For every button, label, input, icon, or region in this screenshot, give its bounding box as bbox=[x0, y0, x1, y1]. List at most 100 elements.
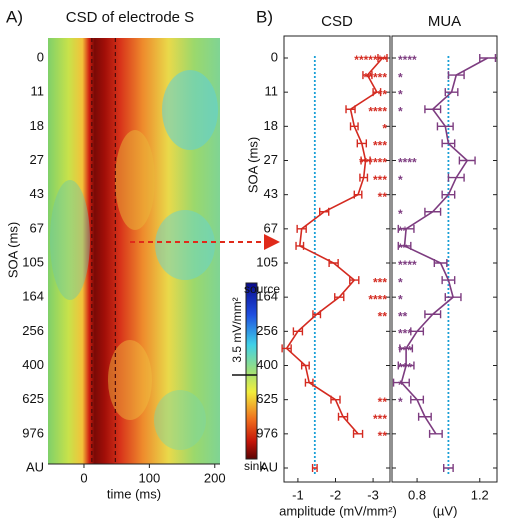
error-bar bbox=[424, 207, 442, 216]
colorbar-label: 3.5 mV/mm² bbox=[230, 297, 244, 362]
significance: **** bbox=[368, 104, 387, 118]
heatmap-image bbox=[48, 38, 220, 464]
significance: * bbox=[398, 173, 403, 187]
y-tick-label: 67 bbox=[264, 220, 278, 235]
colorbar-top: source bbox=[244, 282, 280, 296]
y-tick-label: 105 bbox=[22, 254, 44, 269]
significance: ** bbox=[378, 309, 388, 323]
error-bar bbox=[444, 293, 462, 302]
error-bar bbox=[443, 464, 454, 472]
colorbar-bottom: sink bbox=[244, 459, 266, 473]
x-axis-label: time (ms) bbox=[107, 486, 161, 501]
error-bar bbox=[399, 344, 414, 353]
error-bar bbox=[312, 310, 322, 319]
y-tick-label: 976 bbox=[256, 425, 278, 440]
y-tick-label: 256 bbox=[256, 323, 278, 338]
significance: * bbox=[398, 207, 403, 221]
error-bar bbox=[447, 71, 465, 80]
y-axis-label: SOA (ms) bbox=[245, 137, 260, 193]
mua-frame bbox=[391, 35, 498, 483]
error-bar bbox=[447, 173, 465, 182]
y-tick-label: 976 bbox=[22, 425, 44, 440]
x-tick-label: 1.2 bbox=[471, 487, 489, 502]
significance: ** bbox=[398, 224, 408, 238]
significance: ** bbox=[398, 309, 408, 323]
y-tick-label: 0 bbox=[271, 49, 278, 64]
significance: ******* bbox=[354, 53, 387, 67]
x-tick-label: -3 bbox=[367, 487, 379, 502]
chart-title: CSD of electrode S bbox=[66, 9, 194, 26]
significance: *** bbox=[373, 275, 387, 289]
significance: * bbox=[398, 275, 403, 289]
error-bar bbox=[328, 259, 339, 267]
significance: ****** bbox=[359, 156, 387, 170]
y-tick-label: 27 bbox=[264, 152, 278, 167]
panel-label: A) bbox=[6, 7, 23, 26]
significance: ** bbox=[398, 241, 408, 255]
error-bar bbox=[300, 361, 310, 370]
error-bar bbox=[296, 224, 307, 233]
error-bar bbox=[479, 54, 497, 62]
y-tick-label: 256 bbox=[22, 323, 44, 338]
error-bar bbox=[428, 429, 443, 438]
chart-title: MUA bbox=[428, 13, 461, 30]
y-tick-label: 400 bbox=[22, 357, 44, 372]
y-tick-label: 105 bbox=[256, 254, 278, 269]
y-tick-label: 11 bbox=[31, 84, 45, 99]
x-tick-label: 200 bbox=[204, 470, 226, 485]
error-bar bbox=[360, 156, 371, 165]
x-tick-label: 0 bbox=[80, 470, 87, 485]
significance: *** bbox=[373, 139, 387, 153]
significance: * bbox=[398, 378, 403, 392]
significance: * bbox=[398, 395, 403, 409]
significance: **** bbox=[398, 258, 417, 272]
error-bar bbox=[417, 412, 432, 421]
error-bar bbox=[319, 207, 330, 216]
error-bar bbox=[295, 241, 305, 250]
y-tick-label: 400 bbox=[256, 357, 278, 372]
y-tick-label: 43 bbox=[30, 186, 44, 201]
error-bar bbox=[397, 361, 415, 370]
error-bar bbox=[377, 54, 388, 62]
significance: * bbox=[382, 122, 387, 136]
error-bar bbox=[349, 122, 359, 131]
error-bar bbox=[311, 464, 318, 472]
error-bar bbox=[444, 88, 459, 97]
y-tick-label: 164 bbox=[256, 289, 278, 304]
x-axis-label: amplitude (mV/mm²) bbox=[279, 503, 397, 518]
error-bar bbox=[441, 139, 456, 148]
significance: *** bbox=[373, 412, 387, 426]
chart-title: CSD bbox=[321, 13, 353, 30]
y-tick-label: 625 bbox=[256, 391, 278, 406]
error-bar bbox=[345, 105, 356, 114]
error-bar bbox=[436, 122, 454, 131]
significance: * bbox=[398, 292, 403, 306]
y-tick-label: 67 bbox=[30, 220, 44, 235]
error-bar bbox=[372, 88, 382, 97]
significance: **** bbox=[398, 53, 417, 67]
error-bar bbox=[433, 259, 448, 267]
y-axis-label: SOA (ms) bbox=[5, 222, 20, 278]
error-bar bbox=[392, 378, 410, 387]
significance: * bbox=[398, 70, 403, 84]
error-bar bbox=[281, 344, 292, 353]
y-tick-label: 0 bbox=[37, 49, 44, 64]
csd-frame bbox=[283, 35, 391, 483]
series-line bbox=[400, 57, 488, 435]
y-tick-label: 625 bbox=[22, 391, 44, 406]
y-tick-label: 11 bbox=[265, 84, 279, 99]
y-tick-label: AU bbox=[26, 459, 44, 474]
y-tick-label: 164 bbox=[22, 289, 44, 304]
x-tick-label: -2 bbox=[330, 487, 342, 502]
error-bar bbox=[352, 429, 364, 438]
error-bar bbox=[410, 327, 425, 336]
significance: *** bbox=[373, 173, 387, 187]
significance: **** bbox=[398, 156, 417, 170]
x-tick-label: 0.8 bbox=[408, 487, 426, 502]
error-bar bbox=[349, 276, 360, 285]
colorbar bbox=[245, 282, 258, 460]
error-bar bbox=[441, 276, 456, 285]
error-bar bbox=[424, 105, 442, 114]
error-bar bbox=[362, 71, 373, 80]
